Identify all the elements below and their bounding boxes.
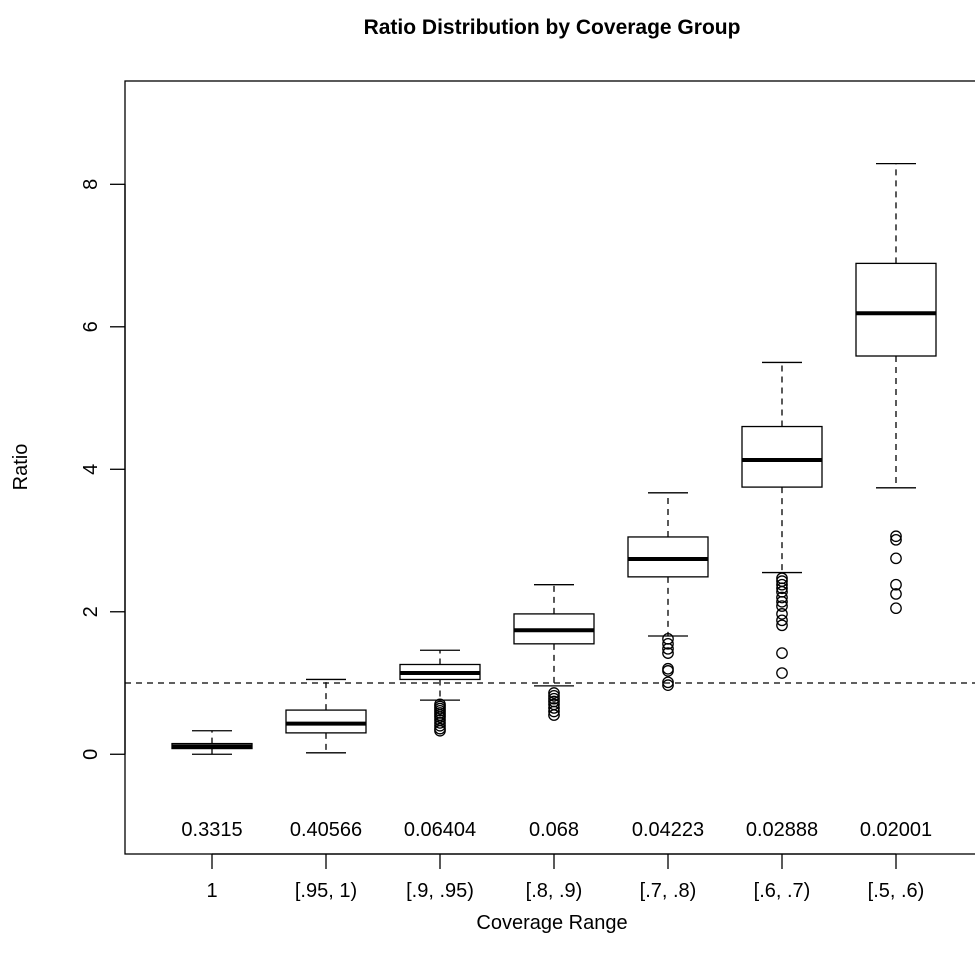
outlier-point: [548, 692, 560, 705]
x-tick-label: [.5, .6): [868, 880, 925, 902]
outlier-point: [776, 667, 788, 679]
outlier-point: [662, 679, 674, 692]
outlier-point: [434, 719, 446, 732]
x-tick-label: [.8, .9): [526, 880, 583, 902]
outlier-point: [776, 591, 788, 604]
x-tick-label: 1: [206, 880, 217, 902]
outlier-point: [776, 608, 788, 620]
outlier-point: [890, 552, 902, 565]
boxplot: [627, 492, 709, 692]
outlier-point: [662, 647, 674, 659]
outlier-point: [662, 637, 674, 650]
box: [855, 262, 937, 357]
y-axis: 0 2 4 6 8: [80, 179, 126, 760]
x-axis-label: Coverage Range: [476, 912, 627, 934]
group-share-label: 0.04223: [632, 819, 704, 841]
y-tick-label: 8: [80, 179, 102, 190]
boxplot: [171, 730, 253, 755]
boxplot: [855, 162, 937, 615]
outlier-point: [662, 665, 674, 677]
outlier-point: [548, 687, 560, 699]
box: [741, 425, 823, 488]
x-axis: 1 [.95, 1) [.9, .95) [.8, .9) [.7, .8) [.6, .…: [206, 853, 925, 902]
outlier-point: [776, 619, 788, 632]
plot-frame: [124, 80, 975, 855]
outlier-point: [548, 702, 560, 714]
group-share-label: 0.40566: [290, 819, 362, 841]
boxplot: [285, 678, 367, 754]
boxplot: [399, 649, 481, 737]
y-tick-label: 4: [80, 464, 102, 475]
outlier-point: [662, 642, 674, 655]
group-share-label: 0.068: [529, 819, 579, 841]
outlier-point: [548, 709, 560, 721]
outlier-point: [776, 582, 788, 595]
outlier-point: [434, 717, 446, 729]
box: [285, 709, 367, 734]
group-share-label: 0.3315: [181, 819, 242, 841]
outlier-point: [776, 647, 788, 659]
outlier-point: [890, 533, 902, 546]
x-tick-label: [.7, .8): [640, 880, 697, 902]
boxplot: [513, 584, 595, 721]
outlier-point: [548, 689, 560, 702]
outlier-point: [890, 588, 902, 600]
outlier-point: [776, 600, 788, 612]
chart-title: Ratio Distribution by Coverage Group: [364, 16, 741, 39]
group-labels: 0.3315 0.40566 0.06404 0.068 0.04223 0.02888 0…: [181, 819, 932, 841]
y-tick-label: 2: [80, 606, 102, 617]
outlier-point: [890, 602, 902, 615]
x-tick-label: [.6, .7): [754, 880, 811, 902]
group-share-label: 0.02001: [860, 819, 932, 841]
boxplot: [741, 361, 823, 679]
outlier-point: [776, 595, 788, 608]
box: [627, 536, 709, 578]
y-axis-label: Ratio: [10, 444, 32, 491]
x-tick-label: [.95, 1): [295, 880, 357, 902]
outlier-point: [890, 578, 902, 591]
outlier-point: [434, 711, 446, 724]
y-tick-label: 0: [80, 749, 102, 760]
x-tick-label: [.9, .95): [406, 880, 474, 902]
y-tick-label: 6: [80, 321, 102, 332]
boxplots: [171, 162, 937, 755]
outlier-point: [662, 676, 674, 689]
outlier-point: [776, 578, 788, 591]
outlier-point: [548, 705, 560, 718]
outlier-point: [776, 614, 788, 627]
group-share-label: 0.02888: [746, 819, 818, 841]
group-share-label: 0.06404: [404, 819, 476, 841]
outlier-point: [890, 530, 902, 543]
outlier-point: [434, 724, 446, 737]
